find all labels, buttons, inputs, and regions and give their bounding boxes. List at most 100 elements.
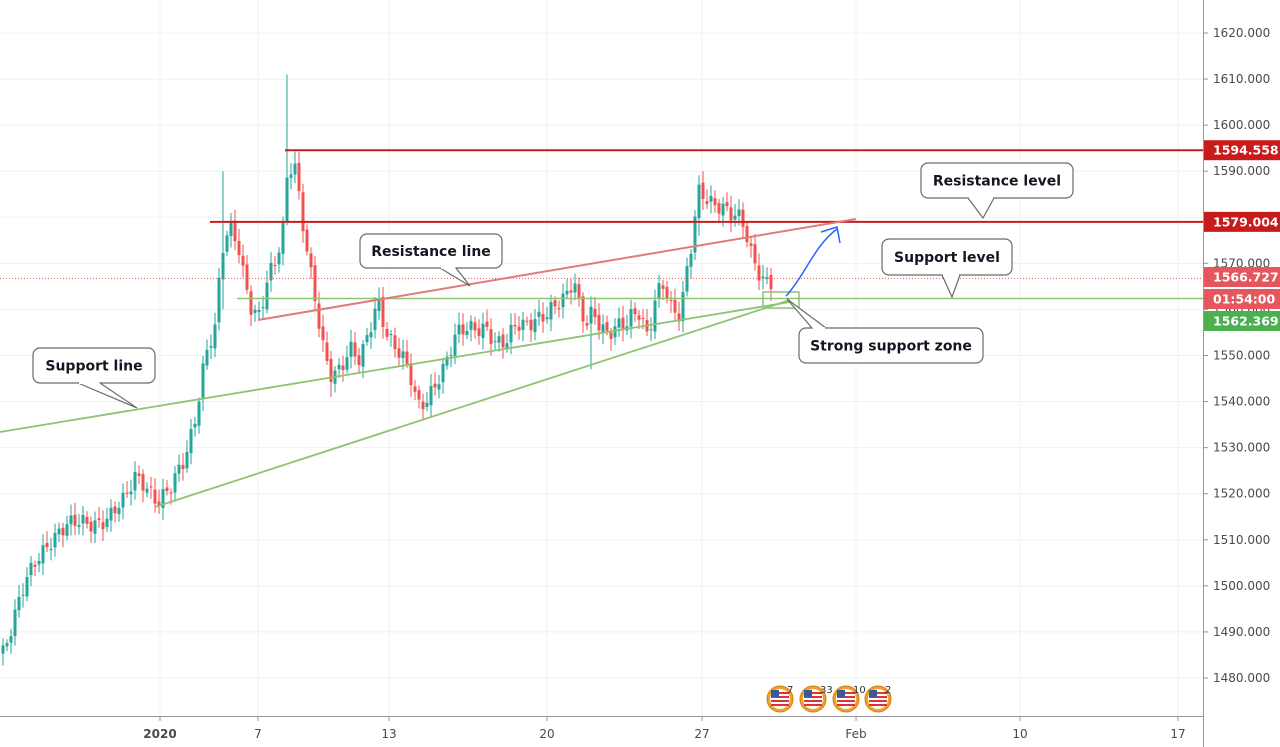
candle xyxy=(53,523,57,557)
candle xyxy=(173,466,177,502)
candle xyxy=(621,305,625,342)
candle-body xyxy=(565,290,569,295)
price-tick-label: 1510.000 xyxy=(1213,533,1270,547)
candle-body xyxy=(661,285,665,289)
candle-body xyxy=(689,253,693,267)
candle-body xyxy=(313,265,317,302)
callout-box xyxy=(798,327,984,364)
candle-body xyxy=(217,277,221,323)
candle xyxy=(349,329,353,369)
economic-events[interactable]: 7 33 10 2 xyxy=(766,685,892,713)
candle-body xyxy=(401,351,405,359)
candle xyxy=(305,224,309,256)
candle xyxy=(369,322,373,349)
candle-body xyxy=(257,309,261,312)
candle xyxy=(97,506,101,528)
candle xyxy=(381,286,385,339)
candle xyxy=(497,331,501,352)
candle xyxy=(433,372,437,396)
event-flag-stripe xyxy=(771,700,789,702)
current-price-badge: 1566.727 xyxy=(1204,267,1280,287)
candle xyxy=(89,516,93,543)
support-trend-line xyxy=(0,301,791,433)
candle-body xyxy=(573,283,577,293)
candle-body xyxy=(293,163,297,175)
candle-body xyxy=(409,363,413,386)
candle xyxy=(389,329,393,347)
candle xyxy=(501,328,505,359)
candle-body xyxy=(69,515,73,525)
candle xyxy=(657,274,661,308)
event-flag-stripe xyxy=(837,696,855,698)
candle xyxy=(757,253,761,291)
candle xyxy=(409,353,413,397)
event-flag-icon[interactable]: 10 xyxy=(832,685,866,713)
candle-body xyxy=(381,296,385,328)
candle-body xyxy=(253,309,257,313)
time-tick-label: 20 xyxy=(539,727,554,741)
candle-body xyxy=(241,255,245,266)
candle xyxy=(461,313,465,346)
event-flag-icon[interactable]: 2 xyxy=(864,685,892,713)
time-tick-label: 2020 xyxy=(143,727,176,741)
candle xyxy=(517,316,521,340)
candle-body xyxy=(713,198,717,206)
candle-body xyxy=(473,322,477,331)
candle xyxy=(589,296,593,370)
candle xyxy=(561,283,565,319)
candle xyxy=(281,216,285,266)
candle-body xyxy=(41,545,45,564)
candle xyxy=(557,300,561,318)
candle-body xyxy=(445,356,449,366)
candle-body xyxy=(265,282,269,310)
candle-body xyxy=(597,314,601,331)
candle xyxy=(669,291,673,314)
candle-body xyxy=(153,489,157,504)
candle-body xyxy=(269,263,273,281)
candle-body xyxy=(441,363,445,383)
candle-body xyxy=(177,464,181,474)
event-flag-stripe xyxy=(804,700,822,702)
candle xyxy=(69,504,73,536)
candle-body xyxy=(221,253,225,280)
candle-body xyxy=(745,225,749,243)
candle xyxy=(717,198,721,224)
candle-body xyxy=(65,524,69,536)
callout-box xyxy=(920,162,1074,199)
candle xyxy=(421,393,425,421)
candle-body xyxy=(369,332,373,338)
candle xyxy=(545,306,549,324)
candle xyxy=(357,347,361,374)
candle-body xyxy=(285,177,289,222)
candle-body xyxy=(81,515,85,524)
candle-body xyxy=(377,299,381,312)
support-line-callout: Support line xyxy=(32,347,156,409)
candle xyxy=(113,501,117,523)
event-flag-icon[interactable]: 7 xyxy=(766,685,794,713)
badge-background xyxy=(1204,140,1280,161)
candle xyxy=(385,321,389,341)
candle-body xyxy=(1,645,5,654)
candle-body xyxy=(721,203,725,216)
candle-body xyxy=(169,492,173,494)
candle-body xyxy=(37,561,41,565)
candle-body xyxy=(129,491,133,495)
candle xyxy=(733,203,737,227)
candle xyxy=(309,247,313,279)
candle xyxy=(705,189,709,209)
candle xyxy=(365,327,369,346)
candle xyxy=(405,339,409,368)
callout-pointer xyxy=(77,382,138,409)
event-flag-icon[interactable]: 33 xyxy=(799,685,833,713)
candle-body xyxy=(453,334,457,356)
candle xyxy=(493,332,497,350)
trend-lines xyxy=(0,149,1203,508)
badge-background xyxy=(1204,311,1280,331)
badge-text: 1594.558 xyxy=(1213,143,1279,158)
event-count: 33 xyxy=(820,685,833,696)
candle xyxy=(37,553,41,573)
candle xyxy=(293,151,297,184)
candle xyxy=(521,311,525,342)
candle xyxy=(45,531,49,553)
